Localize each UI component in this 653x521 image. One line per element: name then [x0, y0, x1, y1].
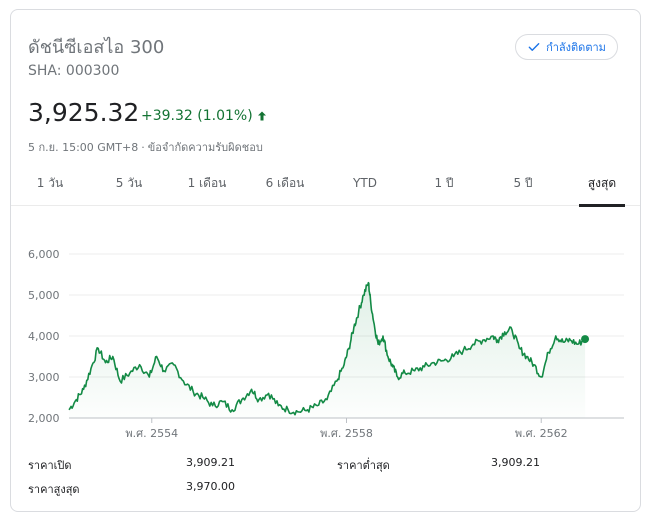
tab-6m[interactable]: 6 เดือน: [265, 176, 305, 190]
high-label: ราคาสูงสุด: [28, 483, 80, 496]
open-value: 3,909.21: [186, 456, 235, 469]
series-area: [69, 282, 586, 418]
tab-1m[interactable]: 1 เดือน: [187, 176, 227, 190]
index-name: ดัชนีซีเอสไอ 300: [28, 37, 165, 58]
low-label: ราคาต่ำสุด: [337, 459, 390, 472]
current-price: 3,925.32: [28, 98, 140, 127]
y-tick-label: 2,000: [28, 412, 60, 425]
checkmark-icon: [528, 43, 540, 51]
current-point: [581, 335, 590, 344]
high-value: 3,970.00: [186, 480, 235, 493]
market-meta: 5 ก.ย. 15:00 GMT+8 · ข้อจำกัดความรับผิดชอบ: [28, 138, 263, 156]
stock-card: ดัชนีซีเอสไอ 300 SHA: 000300 กำลังติดตาม…: [10, 9, 641, 512]
price-chart[interactable]: 2,000 3,000 4,000 5,000 6,000 พ.ศ. 2554 พ.ศ. 2…: [11, 232, 640, 447]
follow-button[interactable]: กำลังติดตาม: [515, 34, 618, 60]
timestamp: 5 ก.ย. 15:00 GMT+8: [28, 141, 139, 154]
tab-ytd[interactable]: YTD: [353, 176, 377, 190]
tab-1d[interactable]: 1 วัน: [36, 176, 64, 190]
y-tick-label: 6,000: [28, 248, 60, 261]
low-value: 3,909.21: [491, 456, 540, 469]
follow-button-label: กำลังติดตาม: [546, 41, 606, 54]
tab-5d[interactable]: 5 วัน: [115, 176, 143, 190]
price-change-value: +39.32 (1.01%): [141, 108, 253, 124]
y-tick-label: 5,000: [28, 289, 60, 302]
tab-max[interactable]: สูงสุด: [567, 170, 637, 207]
x-tick-label: พ.ศ. 2562: [515, 427, 568, 440]
y-tick-label: 3,000: [28, 371, 60, 384]
disclaimer-link[interactable]: ข้อจำกัดความรับผิดชอบ: [147, 141, 263, 154]
tab-1y[interactable]: 1 ปี: [434, 176, 454, 190]
series-line: [68, 281, 586, 416]
x-tick-label: พ.ศ. 2554: [125, 427, 178, 440]
price-change: +39.32 (1.01%): [141, 108, 268, 124]
arrow-up-icon: [257, 111, 266, 121]
range-tabs: 1 วัน 5 วัน 1 เดือน 6 เดือน YTD 1 ปี 5 ป…: [11, 170, 640, 207]
y-tick-label: 4,000: [28, 330, 60, 343]
meta-separator: ·: [141, 141, 145, 154]
open-label: ราคาเปิด: [28, 459, 72, 472]
tab-5y[interactable]: 5 ปี: [513, 176, 533, 190]
ticker-symbol: SHA: 000300: [28, 63, 120, 79]
x-tick-label: พ.ศ. 2558: [320, 427, 373, 440]
